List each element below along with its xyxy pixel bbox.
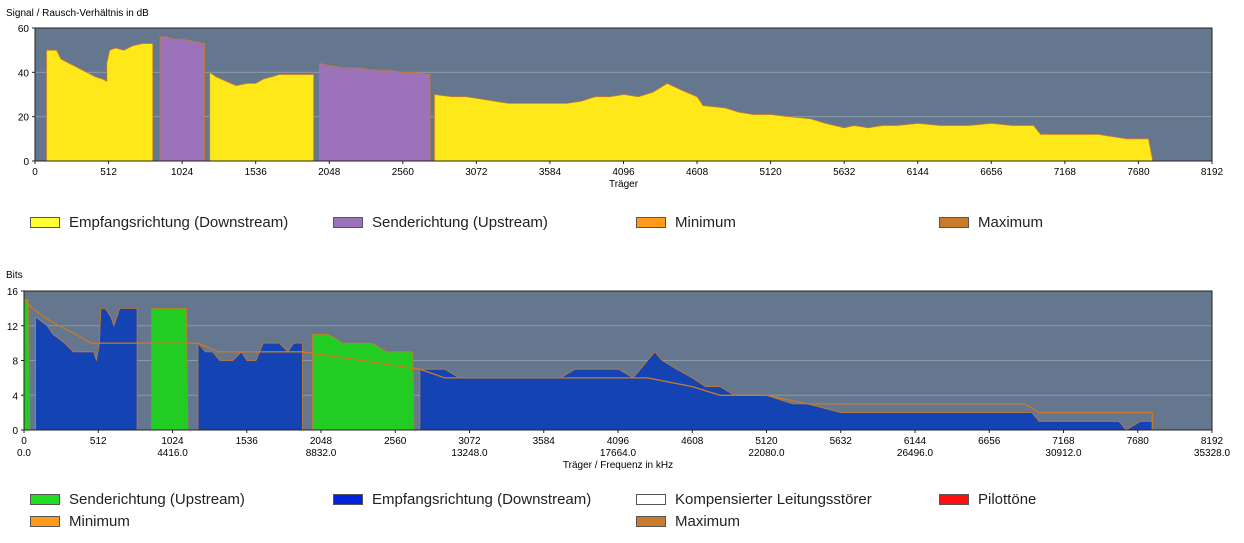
legend-label: Empfangsrichtung (Downstream)	[69, 214, 289, 231]
legend-swatch-icon	[939, 494, 969, 505]
x-tick-label: 7168	[1052, 436, 1075, 447]
legend-label: Minimum	[675, 214, 736, 231]
x-tick-label: 512	[90, 436, 107, 447]
chart-1	[32, 27, 1213, 164]
y-tick-label: 20	[18, 113, 30, 124]
x-freq-tick-label: 0.0	[17, 448, 31, 459]
x-axis-label: Träger / Frequenz in kHz	[563, 460, 673, 471]
x-tick-label: 4096	[612, 167, 635, 178]
x-tick-label: 4608	[681, 436, 704, 447]
x-tick-label: 6656	[980, 167, 1003, 178]
x-tick-label: 5632	[830, 436, 853, 447]
x-tick-label: 3584	[533, 436, 556, 447]
legend-label: Maximum	[978, 214, 1044, 231]
x-freq-tick-label: 35328.0	[1194, 448, 1231, 459]
legend-label: Pilottöne	[978, 491, 1037, 508]
x-tick-label: 6656	[978, 436, 1001, 447]
legend2-item-kompensiert: Kompensierter Leitungsstörer	[636, 491, 872, 508]
x-tick-label: 3072	[458, 436, 481, 447]
x-tick-label: 5120	[760, 167, 783, 178]
x-tick-label: 1536	[245, 167, 268, 178]
y-tick-label: 0	[23, 157, 29, 168]
legend-label: Maximum	[675, 513, 741, 530]
legend2-item-downstream: Empfangsrichtung (Downstream)	[333, 491, 591, 508]
legend2-item-minimum: Minimum	[30, 513, 130, 530]
legend-swatch-icon	[30, 516, 60, 527]
x-freq-tick-label: 30912.0	[1045, 448, 1082, 459]
x-tick-label: 7680	[1127, 167, 1150, 178]
series-line-maximum	[23, 299, 1153, 430]
x-tick-label: 6144	[904, 436, 927, 447]
series-area-senderichtung-upstream	[159, 36, 431, 162]
y-tick-label: 16	[7, 287, 19, 298]
x-freq-tick-label: 8832.0	[306, 448, 337, 459]
x-tick-label: 2560	[392, 167, 415, 178]
legend1-item-downstream: Empfangsrichtung (Downstream)	[30, 214, 288, 231]
chart-title: Bits	[6, 270, 23, 281]
legend2-item-pilottoene: Pilottöne	[939, 491, 1036, 508]
x-freq-tick-label: 13248.0	[451, 448, 488, 459]
legend-swatch-icon	[333, 494, 363, 505]
x-tick-label: 6144	[907, 167, 930, 178]
x-tick-label: 512	[100, 167, 117, 178]
x-tick-label: 5120	[755, 436, 778, 447]
chart-2	[21, 290, 1213, 433]
legend-swatch-icon	[636, 516, 666, 527]
legend2-item-upstream: Senderichtung (Upstream)	[30, 491, 245, 508]
x-tick-label: 5632	[833, 167, 856, 178]
x-freq-tick-label: 22080.0	[748, 448, 785, 459]
x-tick-label: 8192	[1201, 167, 1224, 178]
x-freq-tick-label: 17664.0	[600, 448, 637, 459]
x-tick-label: 3072	[465, 167, 488, 178]
legend1-item-maximum: Maximum	[939, 214, 1043, 231]
y-tick-label: 8	[12, 357, 18, 368]
x-tick-label: 7168	[1054, 167, 1077, 178]
x-axis-label: Träger	[609, 179, 639, 190]
legend1-item-upstream: Senderichtung (Upstream)	[333, 214, 548, 231]
x-tick-label: 4608	[686, 167, 709, 178]
legend1-item-minimum: Minimum	[636, 214, 736, 231]
legend-label: Minimum	[69, 513, 130, 530]
legend-swatch-icon	[939, 217, 969, 228]
x-tick-label: 7680	[1127, 436, 1150, 447]
y-tick-label: 12	[7, 322, 19, 333]
legend-label: Empfangsrichtung (Downstream)	[372, 491, 592, 508]
x-tick-label: 8192	[1201, 436, 1224, 447]
y-tick-label: 4	[12, 391, 18, 402]
series-area-empfangsrichtung-downstream	[46, 43, 1154, 162]
x-tick-label: 4096	[607, 436, 630, 447]
x-tick-label: 1024	[171, 167, 194, 178]
chart-title: Signal / Rausch-Verhältnis in dB	[6, 8, 149, 19]
x-tick-label: 3584	[539, 167, 562, 178]
legend-label: Senderichtung (Upstream)	[372, 214, 548, 231]
x-freq-tick-label: 26496.0	[897, 448, 934, 459]
legend-swatch-icon	[636, 494, 666, 505]
y-tick-label: 40	[18, 68, 30, 79]
x-tick-label: 2560	[384, 436, 407, 447]
x-tick-label: 1536	[236, 436, 259, 447]
x-tick-label: 2048	[318, 167, 341, 178]
legend-label: Senderichtung (Upstream)	[69, 491, 245, 508]
x-tick-label: 2048	[310, 436, 333, 447]
legend-swatch-icon	[333, 217, 363, 228]
legend-swatch-icon	[30, 217, 60, 228]
legend-swatch-icon	[636, 217, 666, 228]
x-tick-label: 0	[32, 167, 38, 178]
legend-label: Kompensierter Leitungsstörer	[675, 491, 872, 508]
legend2-item-maximum: Maximum	[636, 513, 740, 530]
x-freq-tick-label: 4416.0	[157, 448, 188, 459]
x-tick-label: 1024	[161, 436, 184, 447]
x-tick-label: 0	[21, 436, 27, 447]
y-tick-label: 60	[18, 24, 30, 35]
y-tick-label: 0	[12, 426, 18, 437]
legend-swatch-icon	[30, 494, 60, 505]
